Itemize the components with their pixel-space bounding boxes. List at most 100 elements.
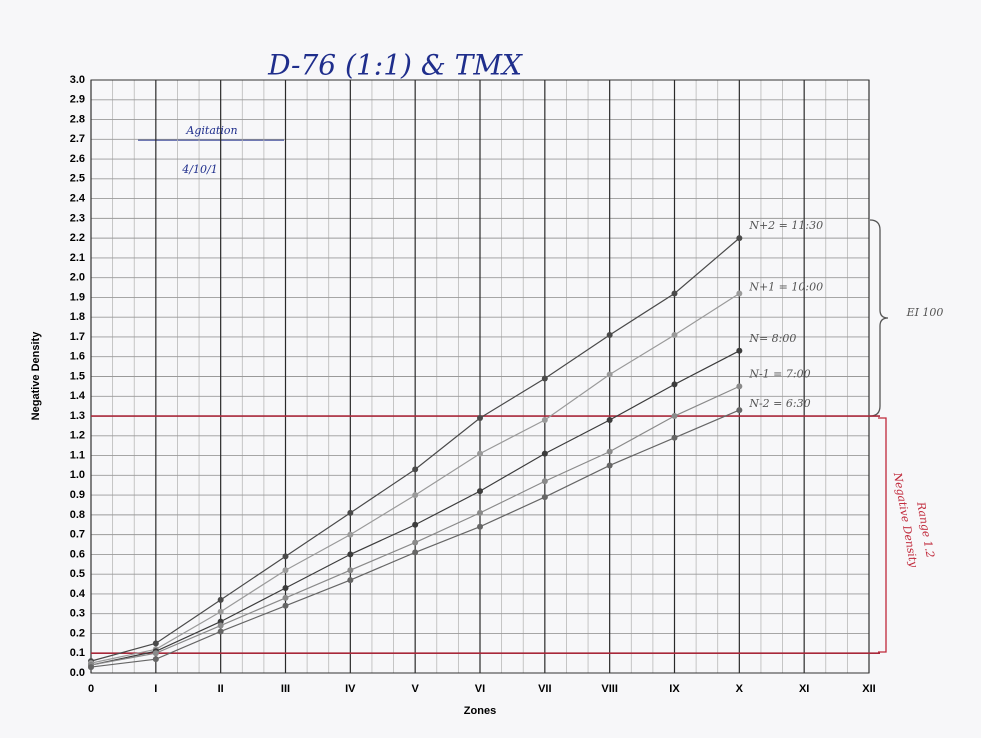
- series-label: N= 8:00: [748, 332, 796, 345]
- data-point: [736, 383, 743, 390]
- y-tick-label: 3.0: [70, 74, 85, 86]
- data-point: [541, 494, 548, 501]
- data-point: [152, 640, 159, 647]
- y-tick-label: 1.3: [70, 410, 85, 422]
- y-tick-label: 0.4: [70, 588, 86, 600]
- brace: [869, 219, 889, 417]
- data-point: [541, 375, 548, 382]
- x-axis-label: Zones: [464, 705, 496, 717]
- data-point: [477, 523, 483, 530]
- data-point: [282, 585, 289, 592]
- series-label: N+2 = 11:30: [748, 219, 823, 232]
- data-point: [606, 462, 613, 469]
- data-point: [606, 371, 613, 378]
- y-tick-label: 0.3: [70, 608, 85, 620]
- data-point: [152, 650, 159, 657]
- bracket: [878, 417, 887, 653]
- x-tick-label: XI: [799, 683, 809, 695]
- y-tick-label: 2.4: [70, 193, 86, 205]
- y-tick-label: 0.6: [70, 548, 85, 560]
- data-point: [412, 466, 419, 473]
- x-tick-label: V: [411, 683, 419, 695]
- data-point: [477, 509, 483, 516]
- data-point: [282, 594, 289, 601]
- y-tick-label: 2.8: [70, 113, 85, 125]
- x-tick-label: 0: [88, 683, 94, 695]
- data-point: [347, 577, 354, 584]
- chart-title: D-76 (1:1) & TMX: [267, 49, 523, 82]
- data-point: [217, 628, 224, 635]
- data-point: [736, 235, 743, 242]
- data-point: [347, 531, 354, 538]
- y-tick-label: 1.2: [70, 430, 85, 442]
- y-axis-label: Negative Density: [30, 331, 42, 421]
- y-tick-label: 2.7: [70, 133, 85, 145]
- x-tick-label: IX: [669, 683, 680, 695]
- y-tick-label: 1.4: [70, 390, 86, 402]
- data-point: [606, 448, 613, 455]
- y-tick-label: 2.2: [70, 232, 85, 244]
- data-point: [541, 478, 548, 485]
- data-point: [412, 549, 419, 556]
- data-point: [88, 664, 94, 671]
- series-label: N-1 = 7:00: [748, 367, 810, 380]
- x-tick-label: III: [281, 683, 290, 695]
- data-point: [282, 553, 289, 560]
- data-point: [347, 551, 354, 558]
- y-tick-label: 2.1: [70, 252, 85, 264]
- y-tick-label: 1.9: [70, 291, 85, 303]
- y-tick-label: 0.8: [70, 509, 85, 521]
- y-tick-label: 2.0: [70, 272, 85, 284]
- data-point: [671, 381, 678, 388]
- y-tick-label: 0.7: [70, 529, 85, 541]
- x-tick-label: VI: [475, 683, 485, 695]
- data-point: [152, 656, 159, 663]
- x-tick-label: VIII: [601, 683, 618, 695]
- data-point: [412, 492, 419, 499]
- y-tick-label: 0.5: [70, 568, 85, 580]
- x-tick-label: X: [736, 683, 744, 695]
- x-tick-label: IV: [345, 683, 356, 695]
- series-label: N-2 = 6:30: [748, 397, 810, 410]
- annotation: Agitation: [185, 124, 237, 137]
- data-point: [347, 567, 354, 574]
- y-tick-label: 1.0: [70, 469, 85, 481]
- series-label: N+1 = 10:00: [748, 280, 823, 293]
- data-point: [217, 596, 224, 603]
- y-tick-label: 2.9: [70, 94, 85, 106]
- data-point: [541, 450, 548, 457]
- data-point: [477, 488, 483, 495]
- data-point: [736, 407, 743, 414]
- x-tick-label: XII: [862, 683, 875, 695]
- x-tick-label: II: [218, 683, 224, 695]
- data-point: [606, 416, 613, 423]
- data-point: [347, 509, 354, 516]
- data-point: [541, 416, 548, 423]
- y-tick-label: 0.9: [70, 489, 85, 501]
- data-point: [217, 622, 224, 629]
- annotation: 4/10/1: [181, 163, 217, 176]
- y-tick-label: 2.6: [70, 153, 85, 165]
- data-point: [282, 602, 289, 609]
- y-tick-label: 1.1: [70, 449, 85, 461]
- data-point: [671, 331, 678, 338]
- x-tick-label: I: [154, 683, 157, 695]
- x-tick-label: VII: [538, 683, 551, 695]
- y-tick-label: 2.3: [70, 212, 85, 224]
- data-point: [736, 290, 743, 297]
- annotation: EI 100: [906, 306, 944, 319]
- data-point: [671, 434, 678, 441]
- data-point: [412, 521, 419, 528]
- data-point: [736, 347, 743, 354]
- y-tick-label: 0.0: [70, 667, 85, 679]
- data-point: [217, 608, 224, 615]
- data-point: [412, 539, 419, 546]
- y-tick-label: 1.5: [70, 370, 85, 382]
- data-point: [671, 413, 678, 420]
- data-point: [671, 290, 678, 297]
- y-tick-label: 1.6: [70, 351, 85, 363]
- y-tick-label: 2.5: [70, 173, 85, 185]
- y-tick-label: 1.8: [70, 311, 85, 323]
